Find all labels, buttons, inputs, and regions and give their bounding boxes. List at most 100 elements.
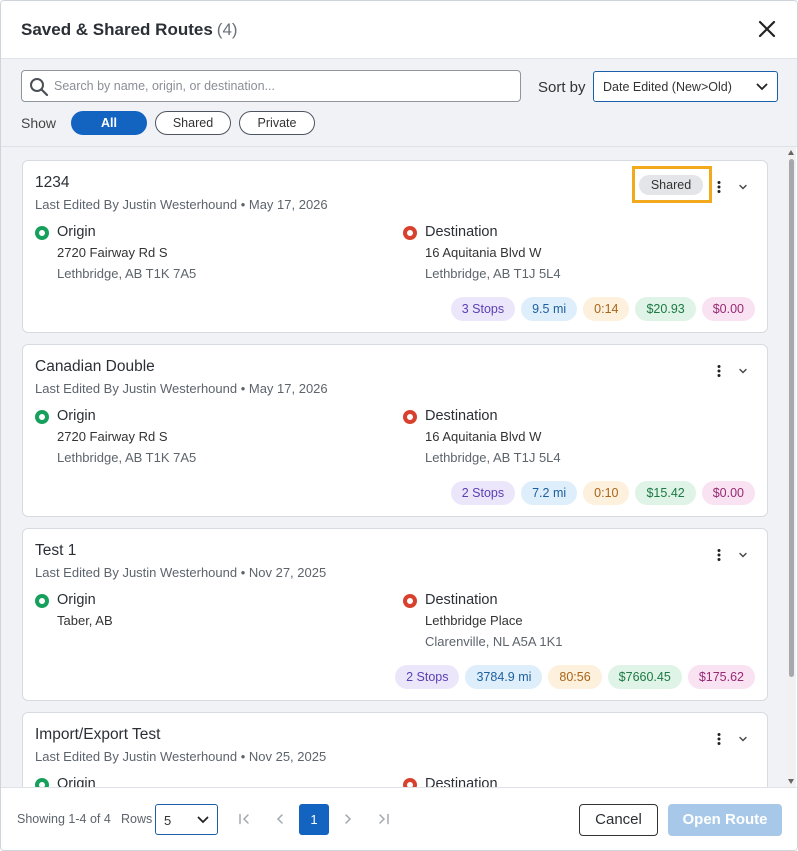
route-card[interactable]: Import/Export Test Last Edited By Justin…: [22, 712, 768, 787]
route-name: 1234: [35, 174, 70, 191]
rows-label: Rows: [121, 812, 153, 826]
scroll-thumb[interactable]: [789, 159, 794, 677]
destination-address: 16 Aquitania Blvd W: [425, 429, 542, 444]
kebab-icon[interactable]: [713, 548, 725, 562]
destination-label: Destination: [425, 408, 498, 424]
origin-city: Lethbridge, AB T1K 7A5: [57, 266, 197, 281]
destination-label: Destination: [425, 776, 498, 787]
destination-dot-icon: [403, 410, 417, 424]
destination-address: 16 Aquitania Blvd W: [425, 245, 542, 260]
shared-highlight: Shared: [632, 166, 712, 203]
origin-label: Origin: [57, 408, 96, 424]
origin-block: Origin Taber, AB: [35, 592, 365, 628]
origin-address: 2720 Fairway Rd S: [57, 245, 168, 260]
destination-address: Lethbridge Place: [425, 613, 523, 628]
close-icon[interactable]: [755, 17, 779, 41]
origin-city: Lethbridge, AB T1K 7A5: [57, 450, 197, 465]
chevron-down-icon: [756, 83, 768, 91]
title-text: Saved & Shared Routes: [21, 20, 213, 39]
search-input[interactable]: [54, 76, 514, 96]
search-box[interactable]: [21, 70, 521, 102]
show-shared-button[interactable]: Shared: [155, 111, 231, 135]
route-count: (4): [216, 20, 238, 39]
toll-chip: $175.62: [687, 665, 755, 689]
origin-label: Origin: [57, 776, 96, 787]
page-1-button[interactable]: 1: [299, 804, 329, 835]
route-edited: Last Edited By Justin Westerhound • Nov …: [35, 749, 327, 764]
kebab-icon[interactable]: [713, 180, 725, 194]
show-all-button[interactable]: All: [71, 111, 147, 135]
origin-dot-icon: [35, 410, 49, 424]
destination-label: Destination: [425, 224, 498, 240]
list-scrollbar[interactable]: [787, 147, 796, 787]
destination-dot-icon: [403, 226, 417, 240]
origin-block: Origin: [35, 776, 365, 787]
origin-label: Origin: [57, 224, 96, 240]
show-private-button[interactable]: Private: [239, 111, 315, 135]
search-icon: [30, 78, 49, 97]
distance-chip: 9.5 mi: [521, 297, 578, 321]
route-stats: 2 Stops 3784.9 mi 80:56 $7660.45 $175.62: [395, 665, 755, 689]
route-edited: Last Edited By Justin Westerhound • Nov …: [35, 565, 327, 580]
destination-city: Lethbridge, AB T1J 5L4: [425, 450, 561, 465]
cost-chip: $7660.45: [607, 665, 682, 689]
cost-chip: $15.42: [635, 481, 696, 505]
route-edited: Last Edited By Justin Westerhound • May …: [35, 197, 328, 212]
route-name: Test 1: [35, 542, 77, 559]
origin-block: Origin 2720 Fairway Rd S Lethbridge, AB …: [35, 408, 365, 465]
destination-dot-icon: [403, 594, 417, 608]
sort-select[interactable]: Date Edited (New>Old): [593, 71, 778, 102]
shared-badge: Shared: [639, 175, 703, 195]
origin-label: Origin: [57, 592, 96, 608]
prev-page-icon[interactable]: [270, 808, 290, 830]
next-page-icon[interactable]: [338, 808, 358, 830]
destination-label: Destination: [425, 592, 498, 608]
filter-bar: Sort by Date Edited (New>Old) Show All S…: [1, 59, 797, 147]
chevron-down-icon[interactable]: [737, 364, 749, 376]
origin-dot-icon: [35, 226, 49, 240]
rows-per-page-select[interactable]: 5: [155, 804, 218, 835]
scroll-up-icon[interactable]: [788, 150, 794, 155]
origin-block: Origin 2720 Fairway Rd S Lethbridge, AB …: [35, 224, 365, 281]
time-chip: 0:14: [583, 297, 630, 321]
destination-block: Destination Lethbridge Place Clarenville…: [403, 592, 733, 649]
cost-chip: $20.93: [635, 297, 696, 321]
chevron-down-icon: [197, 816, 209, 824]
stops-chip: 3 Stops: [450, 297, 516, 321]
scroll-down-icon[interactable]: [788, 779, 794, 784]
toll-chip: $0.00: [701, 481, 755, 505]
destination-block: Destination: [403, 776, 733, 787]
dialog-header: Saved & Shared Routes (4): [1, 1, 797, 59]
showing-count: Showing 1-4 of 4: [17, 812, 111, 826]
open-route-button[interactable]: Open Route: [668, 804, 782, 836]
chevron-down-icon[interactable]: [737, 732, 749, 744]
kebab-icon[interactable]: [713, 364, 725, 378]
route-edited: Last Edited By Justin Westerhound • May …: [35, 381, 328, 396]
rows-value: 5: [164, 813, 172, 828]
destination-dot-icon: [403, 778, 417, 787]
route-stats: 2 Stops 7.2 mi 0:10 $15.42 $0.00: [450, 481, 755, 505]
origin-address: Taber, AB: [57, 613, 113, 628]
distance-chip: 7.2 mi: [521, 481, 578, 505]
route-card[interactable]: 1234 Last Edited By Justin Westerhound •…: [22, 160, 768, 333]
kebab-icon[interactable]: [713, 732, 725, 746]
origin-address: 2720 Fairway Rd S: [57, 429, 168, 444]
route-list[interactable]: 1234 Last Edited By Justin Westerhound •…: [1, 147, 787, 787]
destination-block: Destination 16 Aquitania Blvd W Lethbrid…: [403, 224, 733, 281]
route-card[interactable]: Test 1 Last Edited By Justin Westerhound…: [22, 528, 768, 701]
sort-value: Date Edited (New>Old): [603, 80, 732, 94]
stops-chip: 2 Stops: [450, 481, 516, 505]
last-page-icon[interactable]: [374, 808, 394, 830]
origin-dot-icon: [35, 594, 49, 608]
route-card[interactable]: Canadian Double Last Edited By Justin We…: [22, 344, 768, 517]
origin-dot-icon: [35, 778, 49, 787]
dialog-footer: Showing 1-4 of 4 Rows 5 1 Cancel Open Ro…: [1, 787, 797, 850]
first-page-icon[interactable]: [234, 808, 254, 830]
chevron-down-icon[interactable]: [737, 548, 749, 560]
cancel-button[interactable]: Cancel: [579, 804, 658, 836]
route-name: Canadian Double: [35, 358, 155, 375]
chevron-down-icon[interactable]: [737, 180, 749, 192]
destination-city: Clarenville, NL A5A 1K1: [425, 634, 563, 649]
sort-label: Sort by: [538, 79, 586, 96]
toll-chip: $0.00: [701, 297, 755, 321]
